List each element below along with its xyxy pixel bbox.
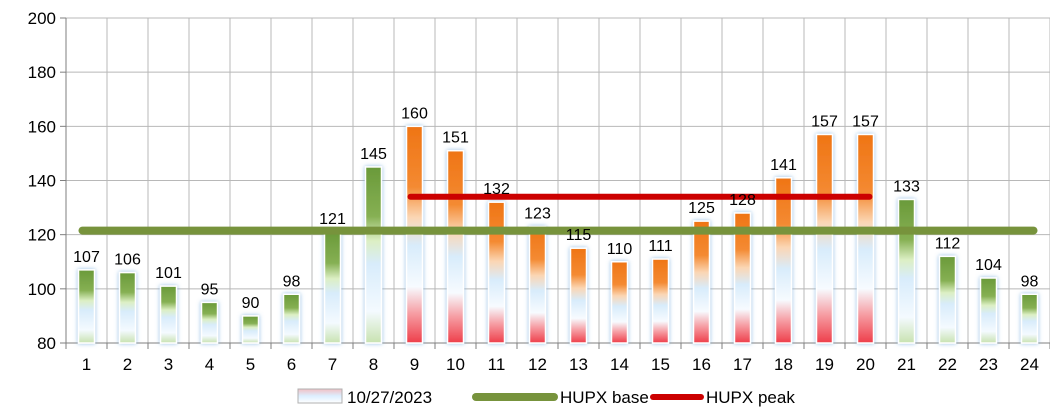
x-tick-label: 18: [774, 355, 793, 374]
data-label: 110: [607, 241, 633, 258]
x-tick-label: 15: [651, 355, 670, 374]
data-label: 112: [935, 235, 961, 252]
bar-hour-14: [610, 261, 629, 344]
bar-hour-23: [979, 277, 998, 344]
x-tick-label: 5: [246, 355, 255, 374]
x-tick-label: 20: [856, 355, 875, 374]
bar-hour-19: [815, 133, 834, 344]
bar-hour-4: [200, 301, 219, 344]
bar-hour-1: [77, 269, 96, 344]
legend-swatch-bars: [297, 388, 343, 404]
y-tick-label: 200: [28, 9, 56, 28]
data-label: 133: [893, 178, 920, 195]
bar-hour-13: [569, 247, 588, 344]
x-tick-label: 2: [123, 355, 132, 374]
legend: 10/27/2023 HUPX base HUPX peak: [297, 388, 795, 407]
data-label: 128: [729, 192, 756, 209]
data-labels: 107 106 101 95 90 98 121 145 160 151 132 123 115 110 1…: [73, 105, 1038, 312]
x-tick-label: 23: [979, 355, 998, 374]
data-label: 123: [524, 206, 551, 223]
bar-hour-21: [897, 198, 916, 344]
data-label: 98: [283, 273, 301, 290]
x-tick-label: 21: [897, 355, 916, 374]
x-tick-label: 16: [692, 355, 711, 374]
bar-hour-5: [241, 315, 260, 344]
data-label: 107: [73, 249, 100, 266]
data-label: 151: [442, 130, 469, 147]
x-tick-label: 24: [1020, 355, 1039, 374]
x-tick-label: 7: [328, 355, 337, 374]
legend-label-bars: 10/27/2023: [347, 388, 432, 407]
bar-hour-7: [323, 231, 342, 344]
bar-hour-16: [692, 220, 711, 344]
data-label: 90: [242, 295, 260, 312]
legend-label-base: HUPX base: [560, 388, 649, 407]
bar-hour-15: [651, 258, 670, 344]
data-label: 106: [114, 252, 141, 269]
axes: [60, 17, 1050, 349]
bar-hour-18: [774, 177, 793, 344]
y-tick-label: 180: [28, 63, 56, 82]
bar-hour-6: [282, 293, 301, 344]
x-tick-label: 10: [446, 355, 465, 374]
bar-hour-11: [487, 201, 506, 344]
data-label: 121: [319, 211, 346, 228]
bar-hour-20: [856, 133, 875, 344]
data-label: 141: [770, 157, 797, 174]
data-label: 98: [1021, 273, 1039, 290]
x-tick-label: 9: [410, 355, 419, 374]
data-label: 115: [566, 227, 592, 244]
bar-hour-2: [118, 271, 137, 344]
bar-hour-17: [733, 212, 752, 344]
data-label: 104: [975, 257, 1002, 274]
legend-label-peak: HUPX peak: [706, 388, 795, 407]
y-tick-label: 120: [28, 226, 56, 245]
x-tick-label: 11: [488, 355, 506, 374]
bar-hour-10: [446, 149, 465, 344]
y-tick-label: 80: [37, 334, 56, 353]
bar-hour-24: [1020, 293, 1039, 344]
x-tick-label: 17: [733, 355, 752, 374]
data-label: 145: [360, 146, 387, 163]
data-label: 160: [401, 105, 428, 122]
data-label: 157: [811, 113, 838, 130]
x-tick-label: 3: [164, 355, 173, 374]
bar-hour-3: [159, 285, 178, 344]
bar-hour-12: [528, 225, 547, 344]
reference-lines: [78, 193, 1038, 235]
x-tick-label: 14: [610, 355, 629, 374]
x-tick-label: 19: [815, 355, 834, 374]
y-tick-label: 100: [28, 280, 56, 299]
x-tick-label: 13: [569, 355, 588, 374]
data-label: 125: [688, 200, 715, 217]
y-tick-label: 140: [28, 172, 56, 191]
x-tick-label: 8: [369, 355, 378, 374]
x-tick-label: 22: [938, 355, 957, 374]
x-tick-label: 1: [82, 355, 91, 374]
data-label: 157: [852, 113, 879, 130]
x-tick-label: 12: [528, 355, 547, 374]
data-label: 95: [201, 281, 219, 298]
grid-lines: [65, 17, 1050, 344]
bar-hour-22: [938, 255, 957, 344]
x-tick-label: 6: [287, 355, 296, 374]
x-tick-label: 4: [205, 355, 214, 374]
bar-hour-9: [405, 125, 424, 344]
data-label: 111: [648, 238, 672, 255]
bar-hour-8: [364, 166, 383, 344]
data-label: 132: [483, 181, 510, 198]
y-tick-label: 160: [28, 117, 56, 136]
data-label: 101: [155, 265, 182, 282]
